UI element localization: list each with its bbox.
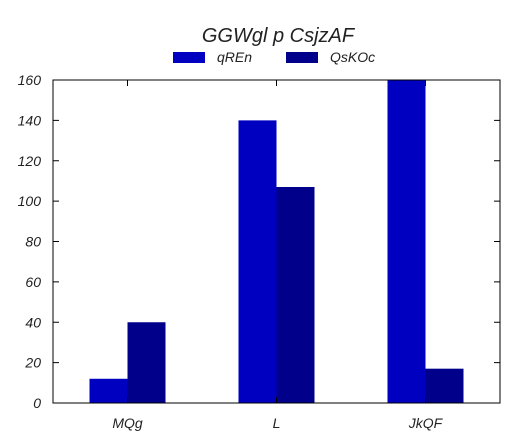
y-tick-label: 40 — [25, 314, 41, 330]
bar-qren-jkqf — [387, 80, 426, 403]
bar-qskoc-l — [276, 186, 315, 403]
legend-label-qren: qREn — [217, 49, 252, 65]
legend-swatch-qskoc — [286, 52, 318, 63]
plot-frame — [52, 79, 501, 404]
y-tick-label: 20 — [24, 355, 41, 371]
legend: qREn QsKOc — [173, 49, 375, 65]
legend-swatch-qren — [173, 52, 205, 63]
bar-qren-mqg — [89, 378, 128, 403]
chart-title: GGWgl p CsjzAF — [202, 25, 356, 47]
bars-layer — [89, 80, 464, 403]
ticks-layer: MQg L JkQF 0 20 40 60 80 100 120 140 160 — [18, 72, 500, 431]
x-tick-label: MQg — [112, 415, 143, 431]
y-tick-label: 80 — [25, 234, 41, 250]
x-tick-label: L — [273, 415, 281, 431]
bar-qskoc-mqg — [127, 322, 166, 403]
y-tick-label: 140 — [18, 112, 42, 128]
y-tick-label: 120 — [18, 153, 42, 169]
y-tick-label: 60 — [25, 274, 41, 290]
legend-label-qskoc: QsKOc — [330, 49, 375, 65]
x-tick-label: JkQF — [408, 415, 444, 431]
y-tick-label: 160 — [18, 72, 42, 88]
bar-qren-l — [238, 120, 277, 403]
bar-qskoc-jkqf — [425, 368, 464, 403]
y-tick-label: 0 — [33, 395, 41, 411]
y-tick-label: 100 — [18, 193, 42, 209]
